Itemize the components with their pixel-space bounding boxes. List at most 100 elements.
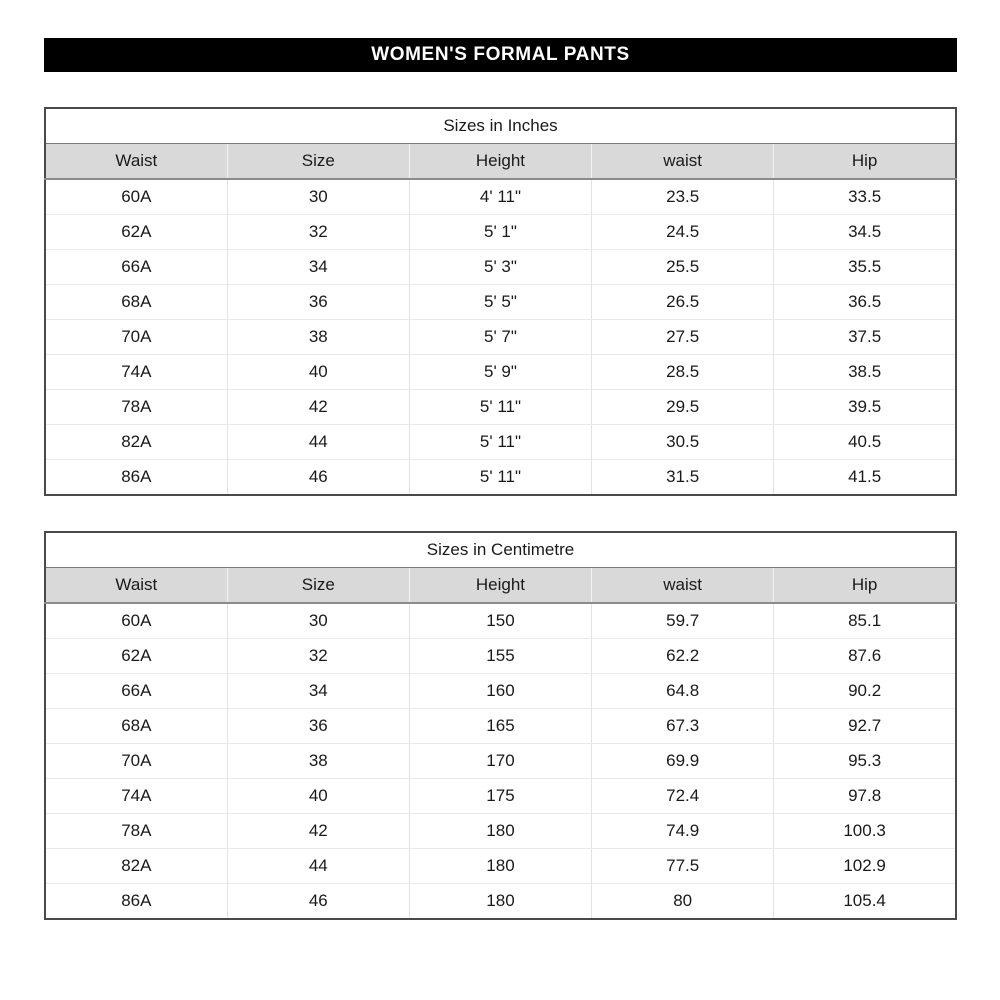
table-cell: 102.9 — [773, 848, 956, 884]
table-cell: 77.5 — [591, 848, 775, 884]
table-row: 74A 40 5' 9" 28.5 38.5 — [45, 354, 956, 390]
table-cell: 180 — [409, 813, 593, 849]
sizes-in-centimetre-table: Sizes in Centimetre Waist Size Height waist H… — [44, 531, 957, 920]
table-row: 62A 32 5' 1" 24.5 34.5 — [45, 214, 956, 250]
table-cell: 40 — [227, 354, 410, 390]
table-caption: Sizes in Inches — [45, 108, 956, 144]
table-cell: 62A — [45, 214, 228, 250]
table-cell: 27.5 — [591, 319, 775, 355]
column-header: Hip — [773, 567, 956, 604]
table-cell: 60A — [45, 179, 228, 215]
table-cell: 64.8 — [591, 673, 775, 709]
table-cell: 100.3 — [773, 813, 956, 849]
table-cell: 36 — [227, 708, 410, 744]
table-row: 68A 36 5' 5" 26.5 36.5 — [45, 284, 956, 320]
table-cell: 74A — [45, 778, 228, 814]
table-cell: 34 — [227, 673, 410, 709]
table-cell: 62.2 — [591, 638, 775, 674]
table-cell: 30 — [227, 603, 410, 639]
table-cell: 34.5 — [773, 214, 956, 250]
centimetre-table-section: Sizes in Centimetre Waist Size Height waist H… — [44, 531, 957, 920]
table-row: 78A 42 180 74.9 100.3 — [45, 813, 956, 849]
table-cell: 85.1 — [773, 603, 956, 639]
table-cell: 31.5 — [591, 459, 775, 495]
column-header: Size — [227, 143, 410, 180]
table-cell: 87.6 — [773, 638, 956, 674]
table-cell: 175 — [409, 778, 593, 814]
table-cell: 4' 11" — [409, 179, 593, 215]
table-cell: 95.3 — [773, 743, 956, 779]
table-cell: 5' 1" — [409, 214, 593, 250]
table-header-row: Waist Size Height waist Hip — [45, 143, 956, 180]
table-cell: 23.5 — [591, 179, 775, 215]
table-row: 62A 32 155 62.2 87.6 — [45, 638, 956, 674]
column-header: Size — [227, 567, 410, 604]
table-cell: 44 — [227, 424, 410, 460]
table-cell: 39.5 — [773, 389, 956, 425]
table-cell: 44 — [227, 848, 410, 884]
table-row: 60A 30 4' 11" 23.5 33.5 — [45, 179, 956, 215]
table-cell: 33.5 — [773, 179, 956, 215]
table-cell: 70A — [45, 319, 228, 355]
table-cell: 69.9 — [591, 743, 775, 779]
table-header-row: Waist Size Height waist Hip — [45, 567, 956, 604]
page-title-bar: WOMEN'S FORMAL PANTS — [44, 38, 957, 72]
column-header: waist — [591, 567, 775, 604]
table-cell: 42 — [227, 389, 410, 425]
table-cell: 38 — [227, 743, 410, 779]
table-cell: 66A — [45, 249, 228, 285]
table-cell: 160 — [409, 673, 593, 709]
table-cell: 36 — [227, 284, 410, 320]
table-cell: 5' 9" — [409, 354, 593, 390]
table-cell: 66A — [45, 673, 228, 709]
table-row: 70A 38 5' 7" 27.5 37.5 — [45, 319, 956, 355]
table-cell: 46 — [227, 459, 410, 495]
column-header: Height — [409, 143, 593, 180]
table-cell: 40.5 — [773, 424, 956, 460]
table-cell: 82A — [45, 424, 228, 460]
table-cell: 32 — [227, 214, 410, 250]
table-cell: 165 — [409, 708, 593, 744]
table-cell: 60A — [45, 603, 228, 639]
table-cell: 105.4 — [773, 883, 956, 919]
table-cell: 40 — [227, 778, 410, 814]
column-header: Waist — [45, 567, 228, 604]
table-cell: 30.5 — [591, 424, 775, 460]
table-cell: 150 — [409, 603, 593, 639]
table-row: 66A 34 160 64.8 90.2 — [45, 673, 956, 709]
table-cell: 41.5 — [773, 459, 956, 495]
table-cell: 46 — [227, 883, 410, 919]
table-cell: 36.5 — [773, 284, 956, 320]
table-cell: 86A — [45, 883, 228, 919]
inches-table-section: Sizes in Inches Waist Size Height waist Hip 60… — [44, 107, 957, 496]
table-cell: 38 — [227, 319, 410, 355]
table-cell: 70A — [45, 743, 228, 779]
table-caption-row: Sizes in Inches — [45, 108, 956, 144]
table-row: 70A 38 170 69.9 95.3 — [45, 743, 956, 779]
table-row: 78A 42 5' 11" 29.5 39.5 — [45, 389, 956, 425]
table-cell: 90.2 — [773, 673, 956, 709]
table-caption: Sizes in Centimetre — [45, 532, 956, 568]
table-cell: 59.7 — [591, 603, 775, 639]
table-cell: 74.9 — [591, 813, 775, 849]
table-cell: 24.5 — [591, 214, 775, 250]
table-row: 82A 44 180 77.5 102.9 — [45, 848, 956, 884]
table-cell: 29.5 — [591, 389, 775, 425]
table-cell: 86A — [45, 459, 228, 495]
column-header: Hip — [773, 143, 956, 180]
table-caption-row: Sizes in Centimetre — [45, 532, 956, 568]
table-row: 86A 46 5' 11" 31.5 41.5 — [45, 459, 956, 495]
table-cell: 5' 7" — [409, 319, 593, 355]
column-header: waist — [591, 143, 775, 180]
table-cell: 37.5 — [773, 319, 956, 355]
sizes-in-inches-table: Sizes in Inches Waist Size Height waist Hip 60… — [44, 107, 957, 496]
table-cell: 5' 5" — [409, 284, 593, 320]
table-cell: 32 — [227, 638, 410, 674]
table-cell: 80 — [591, 883, 775, 919]
table-cell: 78A — [45, 389, 228, 425]
table-cell: 5' 11" — [409, 459, 593, 495]
table-cell: 28.5 — [591, 354, 775, 390]
table-cell: 180 — [409, 848, 593, 884]
table-cell: 62A — [45, 638, 228, 674]
